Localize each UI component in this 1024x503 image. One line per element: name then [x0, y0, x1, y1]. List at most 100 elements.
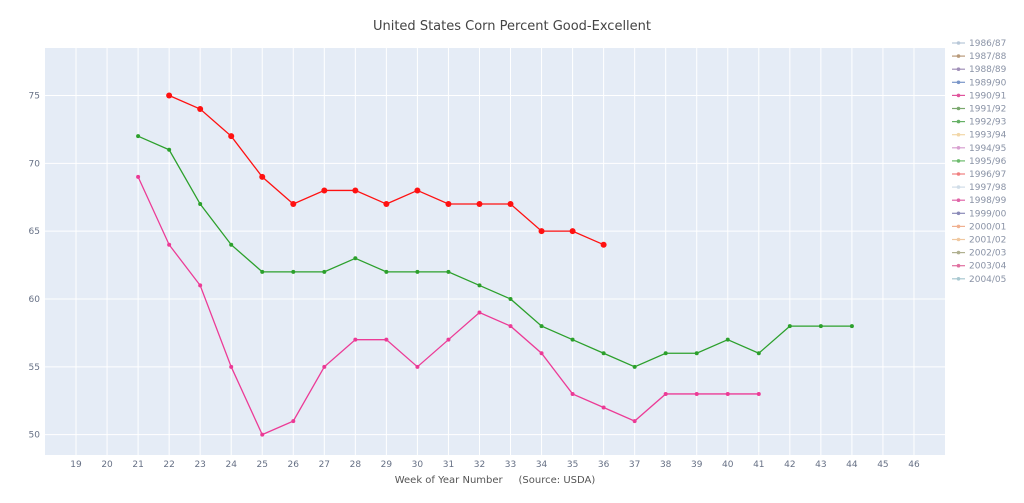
legend-label: 1998/99	[969, 196, 1007, 206]
x-tick-label: 38	[660, 460, 672, 470]
legend-label: 1993/94	[969, 131, 1007, 141]
x-tick-label: 37	[629, 460, 640, 470]
data-point	[508, 296, 513, 301]
data-point	[352, 187, 359, 194]
data-point	[756, 391, 761, 396]
legend-item[interactable]: 1996/97	[952, 170, 1006, 180]
legend-item[interactable]: 1999/00	[952, 209, 1007, 219]
y-tick-label: 50	[29, 431, 41, 441]
x-tick-label: 43	[815, 460, 826, 470]
legend-item[interactable]: 1997/98	[952, 183, 1007, 193]
legend-item[interactable]: 1986/87	[952, 39, 1006, 49]
x-tick-label: 42	[784, 460, 795, 470]
series-2	[136, 134, 854, 369]
data-point	[849, 324, 854, 329]
gridlines	[45, 48, 945, 455]
data-point	[538, 228, 545, 235]
y-tick-label: 55	[29, 363, 40, 373]
data-point	[539, 324, 544, 329]
legend-label: 1988/89	[969, 65, 1007, 75]
legend-swatch-marker	[956, 119, 961, 124]
data-point	[600, 241, 607, 248]
data-point	[291, 419, 296, 424]
data-point	[415, 269, 420, 274]
data-point	[383, 201, 390, 208]
legend-item[interactable]: 1987/88	[952, 52, 1007, 62]
legend-item[interactable]: 2003/04	[952, 262, 1007, 272]
legend-swatch-marker	[956, 185, 961, 189]
series-group	[136, 92, 854, 437]
legend-swatch-marker	[956, 172, 961, 176]
data-point	[756, 351, 761, 356]
legend-label: 2003/04	[969, 262, 1007, 272]
data-point	[601, 405, 606, 410]
data-point	[198, 202, 203, 207]
x-axis-label: Week of Year Number (Source: USDA)	[395, 475, 596, 486]
series-3	[136, 174, 761, 437]
data-point	[725, 337, 730, 342]
data-point	[663, 391, 668, 396]
data-point	[694, 351, 699, 356]
data-point	[136, 134, 141, 139]
legend-item[interactable]: 2004/05	[952, 275, 1006, 285]
legend-swatch-marker	[956, 277, 961, 281]
x-tick-label: 29	[381, 460, 393, 470]
legend-label: 1986/87	[969, 39, 1006, 49]
legend-item[interactable]: 1998/99	[952, 196, 1007, 206]
legend-label: 2001/02	[969, 236, 1006, 246]
legend-label: 1990/91	[969, 91, 1006, 101]
legend-label: 2000/01	[969, 222, 1006, 232]
x-tick-label: 30	[412, 460, 424, 470]
data-point	[446, 337, 451, 342]
legend-swatch-marker	[956, 263, 961, 268]
legend-swatch-marker	[956, 54, 961, 58]
data-point	[663, 351, 668, 356]
x-tick-label: 19	[70, 460, 82, 470]
data-point	[539, 351, 544, 356]
data-point	[570, 337, 575, 342]
legend-swatch-marker	[956, 80, 961, 85]
legend-item[interactable]: 2001/02	[952, 236, 1006, 246]
x-tick-label: 45	[877, 460, 888, 470]
legend-swatch-marker	[956, 250, 961, 255]
legend-label: 1989/90	[969, 78, 1007, 88]
data-point	[260, 269, 265, 274]
plot-area	[45, 48, 945, 455]
x-tick-label: 36	[598, 460, 610, 470]
legend-item[interactable]: 1989/90	[952, 78, 1007, 88]
legend-item[interactable]: 2002/03	[952, 249, 1006, 259]
data-point	[290, 201, 297, 208]
x-tick-label: 35	[567, 460, 578, 470]
data-point	[446, 269, 451, 274]
legend-label: 1995/96	[969, 157, 1007, 167]
legend-item[interactable]: 1993/94	[952, 131, 1007, 141]
legend-item[interactable]: 1994/95	[952, 144, 1006, 154]
legend-item[interactable]: 1995/96	[952, 157, 1007, 167]
legend-item[interactable]: 1991/92	[952, 105, 1006, 115]
legend-item[interactable]: 1992/93	[952, 118, 1006, 128]
y-tick-label: 70	[29, 159, 41, 169]
data-point	[570, 391, 575, 396]
legend-swatch-marker	[956, 146, 961, 150]
legend-label: 1997/98	[969, 183, 1007, 193]
legend-swatch-marker	[956, 132, 961, 137]
x-tick-label: 33	[505, 460, 516, 470]
legend-item[interactable]: 1988/89	[952, 65, 1007, 75]
data-point	[228, 133, 235, 140]
x-tick-label: 34	[536, 460, 548, 470]
chart-title: United States Corn Percent Good-Excellen…	[373, 19, 651, 34]
x-tick-label: 40	[722, 460, 734, 470]
data-point	[476, 201, 483, 208]
legend[interactable]: 1986/87 1987/88 1988/89 1989/90 1990/91 1991/…	[952, 39, 1007, 285]
data-point	[384, 337, 389, 342]
data-point	[259, 173, 266, 180]
legend-swatch-marker	[956, 41, 961, 45]
data-point	[632, 364, 637, 369]
legend-item[interactable]: 2000/01	[952, 222, 1006, 232]
data-point	[322, 364, 327, 369]
legend-swatch-marker	[956, 159, 961, 163]
legend-item[interactable]: 1990/91	[952, 91, 1006, 101]
data-point	[445, 201, 452, 208]
